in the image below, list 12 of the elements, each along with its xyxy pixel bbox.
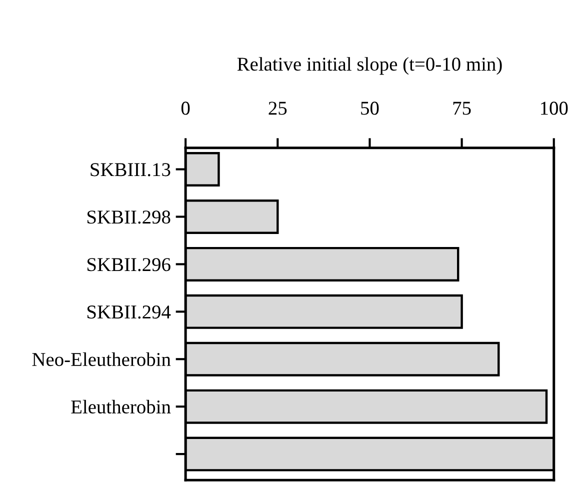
y-tick-label: SKBII.294 — [87, 306, 171, 319]
y-tick-label: Eleutherobin — [71, 400, 171, 414]
y-tick-label: Neo-Eleutherobin — [32, 352, 171, 366]
y-tick-label: SKBII.298 — [87, 210, 170, 224]
x-tick-label: 25 — [268, 102, 287, 115]
y-tick-label: SKBII.296 — [87, 258, 170, 272]
y-tick-label: SKBIII.13 — [90, 163, 170, 176]
x-tick-label: 50 — [361, 102, 379, 115]
x-tick-label: 100 — [540, 102, 568, 115]
x-axis-title: Relative initial slope (t=0-10 min) — [237, 57, 502, 75]
x-tick-label: 0 — [181, 102, 190, 115]
x-tick-label: 75 — [453, 102, 471, 115]
